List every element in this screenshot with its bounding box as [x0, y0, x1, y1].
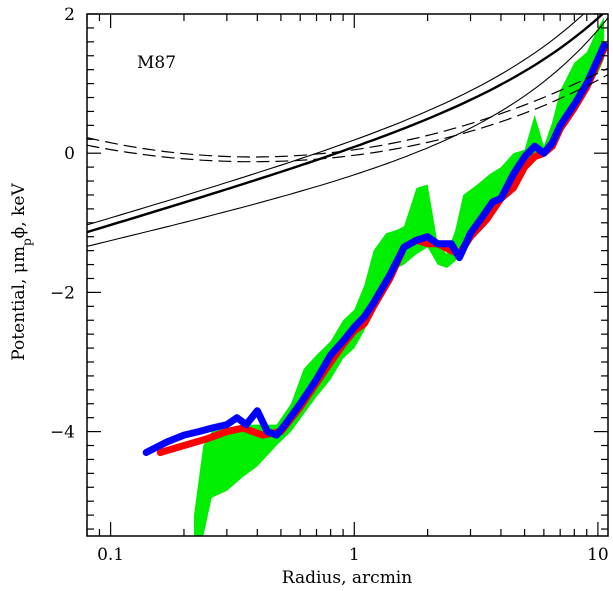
- series-line-2: [87, 14, 605, 234]
- plot-frame: [86, 13, 609, 537]
- axis-ticks: [86, 13, 608, 536]
- x-tick-label: 10: [587, 545, 609, 565]
- series-line-1: [142, 41, 608, 456]
- tick-labels: 0.1 1 10 −4 −2 0 2: [50, 5, 609, 565]
- y-tick-label: 2: [64, 5, 75, 25]
- x-tick-label: 0.1: [97, 545, 124, 565]
- x-axis-label: Radius, arcmin: [282, 568, 412, 588]
- plot-content: [87, 14, 608, 536]
- y-axis-label-main: Potential, μm: [9, 246, 29, 361]
- x-tick-label: 1: [349, 545, 360, 565]
- series-line-4: [87, 17, 608, 247]
- green-band: [194, 17, 605, 536]
- y-axis-label-unit: ϕ, keV: [9, 183, 29, 239]
- series-line-3: [87, 14, 585, 226]
- series-line-5: [87, 67, 608, 158]
- y-axis-label: Potential, μmpϕ, keV: [9, 183, 34, 361]
- galaxy-annotation: M87: [137, 53, 176, 73]
- y-tick-label: 0: [64, 144, 75, 164]
- y-tick-label: −4: [50, 423, 75, 443]
- y-tick-label: −2: [50, 283, 75, 303]
- series-line-6: [87, 73, 608, 163]
- y-axis-label-subscript: p: [20, 238, 34, 246]
